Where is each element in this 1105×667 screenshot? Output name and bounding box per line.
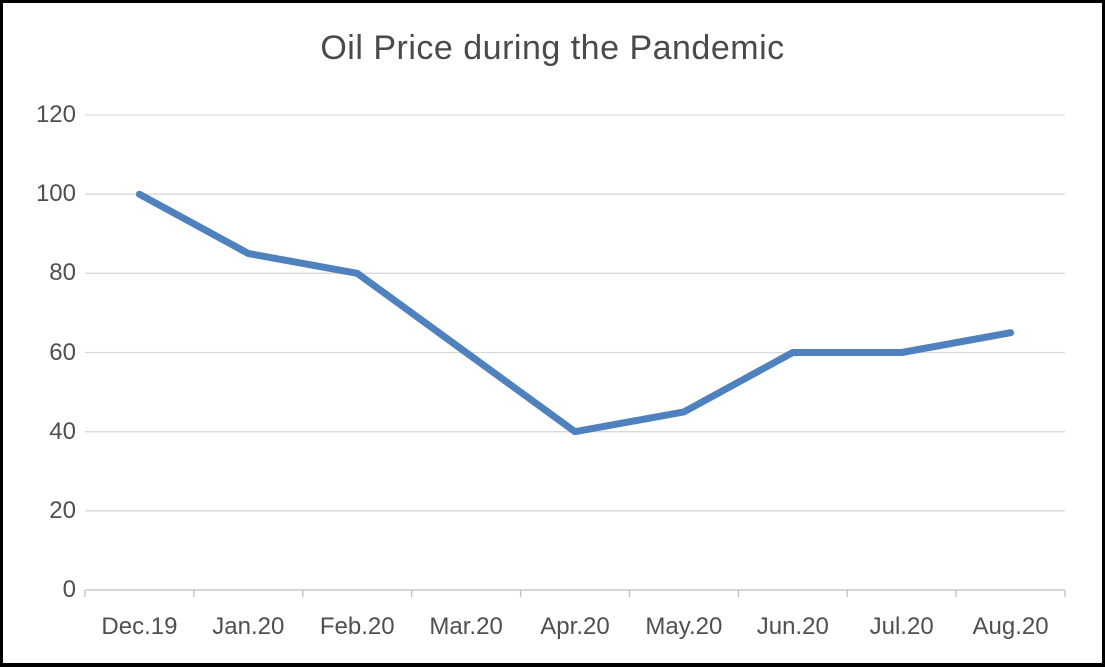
x-axis-label: May.20 [645,613,723,640]
y-axis-label: 0 [62,576,76,603]
x-axis-label: Jul.20 [869,613,934,640]
y-axis-label: 40 [49,417,76,445]
y-axis-label: 80 [49,259,76,287]
x-axis-label: Aug.20 [972,613,1049,640]
x-axis-label: Jan.20 [212,613,285,640]
line-chart-plot-area [84,114,1066,597]
x-axis-label: Apr.20 [540,613,610,640]
x-axis-label: Feb.20 [319,613,395,640]
x-axis-label: Dec.19 [101,613,178,640]
x-axis-label: Jun.20 [756,613,829,640]
y-axis-label: 100 [35,180,76,208]
y-axis-label: 60 [49,338,76,366]
x-axis-label: Mar.20 [429,613,503,640]
y-axis-label: 20 [49,496,76,524]
chart-title: Oil Price during the Pandemic [320,29,785,67]
y-axis-label: 120 [35,101,76,128]
oil-price-line-series [135,190,1015,436]
